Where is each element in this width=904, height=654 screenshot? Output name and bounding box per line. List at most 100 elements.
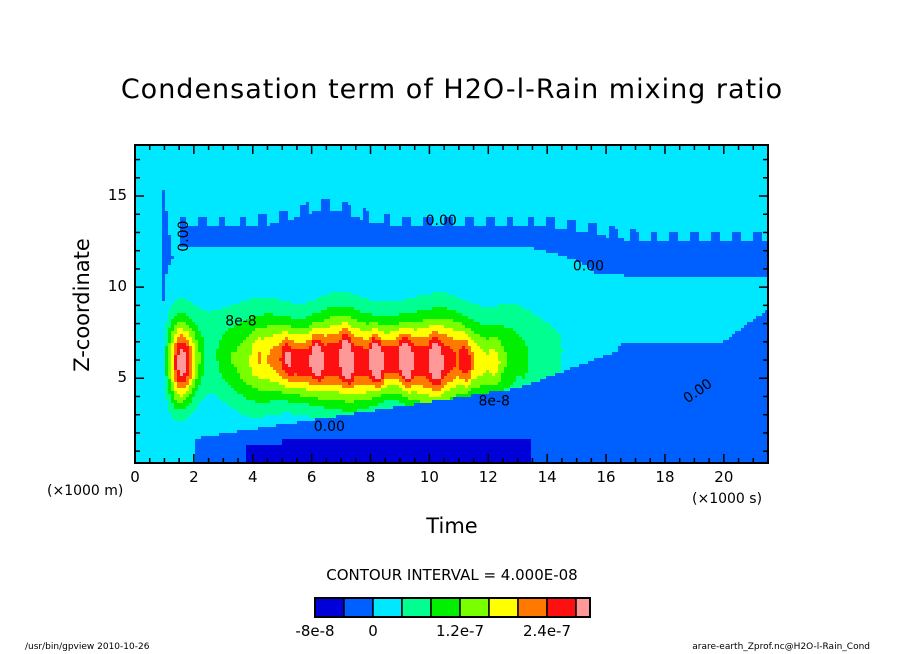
heatmap-cell (210, 451, 214, 455)
heatmap-cell (165, 424, 169, 428)
heatmap-cell (237, 280, 241, 284)
heatmap-cell (207, 268, 211, 272)
heatmap-cell (216, 259, 220, 263)
heatmap-cell (204, 187, 208, 191)
heatmap-cell (174, 328, 178, 332)
heatmap-cell (267, 277, 271, 281)
heatmap-cell (219, 181, 223, 185)
heatmap-cell (159, 271, 163, 275)
heatmap-cell (252, 346, 256, 350)
heatmap-cell (261, 280, 265, 284)
heatmap-cell (183, 247, 187, 251)
heatmap-cell (225, 328, 229, 332)
heatmap-cell (249, 316, 253, 320)
heatmap-cell (186, 220, 190, 224)
heatmap-cell (225, 370, 229, 374)
heatmap-cell (201, 397, 205, 401)
heatmap-cell (186, 439, 190, 443)
heatmap-cell (156, 163, 160, 167)
heatmap-cell (228, 244, 232, 248)
heatmap-cell (261, 247, 265, 251)
heatmap-cell (141, 202, 145, 206)
heatmap-cell (258, 343, 262, 347)
heatmap-cell (234, 208, 238, 212)
heatmap-cell (258, 163, 262, 167)
heatmap-cell (204, 340, 208, 344)
heatmap-cell (159, 298, 163, 302)
heatmap-cell (186, 157, 190, 161)
heatmap-cell (207, 166, 211, 170)
heatmap-cell (177, 157, 181, 161)
heatmap-cell (168, 379, 172, 383)
heatmap-cell (177, 304, 181, 308)
heatmap-cell (231, 436, 235, 440)
heatmap-cell (267, 313, 271, 317)
heatmap-cell (192, 163, 196, 167)
heatmap-cell (159, 193, 163, 197)
heatmap-cell (273, 340, 277, 344)
heatmap-cell (189, 313, 193, 317)
heatmap-cell (159, 289, 163, 293)
heatmap-cell (246, 301, 250, 305)
heatmap-cell (261, 349, 265, 353)
heatmap-cell (240, 268, 244, 272)
heatmap-cell (258, 397, 262, 401)
heatmap-cell (228, 445, 232, 449)
heatmap-cell (270, 283, 274, 287)
heatmap-cell (177, 169, 181, 173)
heatmap-cell (228, 421, 232, 425)
heatmap-cell (141, 406, 145, 410)
heatmap-cell (219, 160, 223, 164)
heatmap-cell (195, 232, 199, 236)
heatmap-cell (270, 397, 274, 401)
heatmap-cell (219, 301, 223, 305)
heatmap-cell (252, 232, 256, 236)
heatmap-cell (150, 346, 154, 350)
heatmap-cell (165, 160, 169, 164)
heatmap-cell (261, 337, 265, 341)
heatmap-cell (195, 367, 199, 371)
heatmap-cell (156, 391, 160, 395)
heatmap-cell (225, 277, 229, 281)
heatmap-cell (141, 346, 145, 350)
heatmap-cell (189, 403, 193, 407)
heatmap-cell (159, 277, 163, 281)
heatmap-cell (165, 379, 169, 383)
heatmap-cell (222, 409, 226, 413)
heatmap-cell (177, 190, 181, 194)
heatmap-cell (234, 283, 238, 287)
heatmap-cell (264, 310, 268, 314)
heatmap-cell (225, 298, 229, 302)
heatmap-cell (249, 403, 253, 407)
heatmap-cell (195, 202, 199, 206)
heatmap-cell (198, 364, 202, 368)
heatmap-cell (141, 334, 145, 338)
heatmap-cell (231, 202, 235, 206)
heatmap-cell (204, 322, 208, 326)
heatmap-cell (183, 160, 187, 164)
heatmap-cell (195, 226, 199, 230)
heatmap-cell (222, 157, 226, 161)
heatmap-cell (195, 397, 199, 401)
heatmap-cell (195, 370, 199, 374)
heatmap-cell (174, 304, 178, 308)
heatmap-cell (267, 178, 271, 182)
heatmap-cell (210, 274, 214, 278)
heatmap-cell (168, 259, 172, 263)
heatmap-cell (249, 373, 253, 377)
heatmap-cell (207, 352, 211, 356)
heatmap-cell (270, 331, 274, 335)
heatmap-cell (255, 301, 259, 305)
heatmap-cell (264, 154, 268, 158)
heatmap-cell (213, 154, 217, 158)
heatmap-cell (240, 214, 244, 218)
heatmap-cell (255, 193, 259, 197)
heatmap-cell (237, 289, 241, 293)
heatmap-cell (234, 349, 238, 353)
heatmap-cell (231, 385, 235, 389)
heatmap-cell (222, 232, 226, 236)
heatmap-cell (153, 298, 157, 302)
heatmap-cell (252, 442, 256, 446)
heatmap-cell (237, 163, 241, 167)
heatmap-cell (243, 448, 247, 452)
